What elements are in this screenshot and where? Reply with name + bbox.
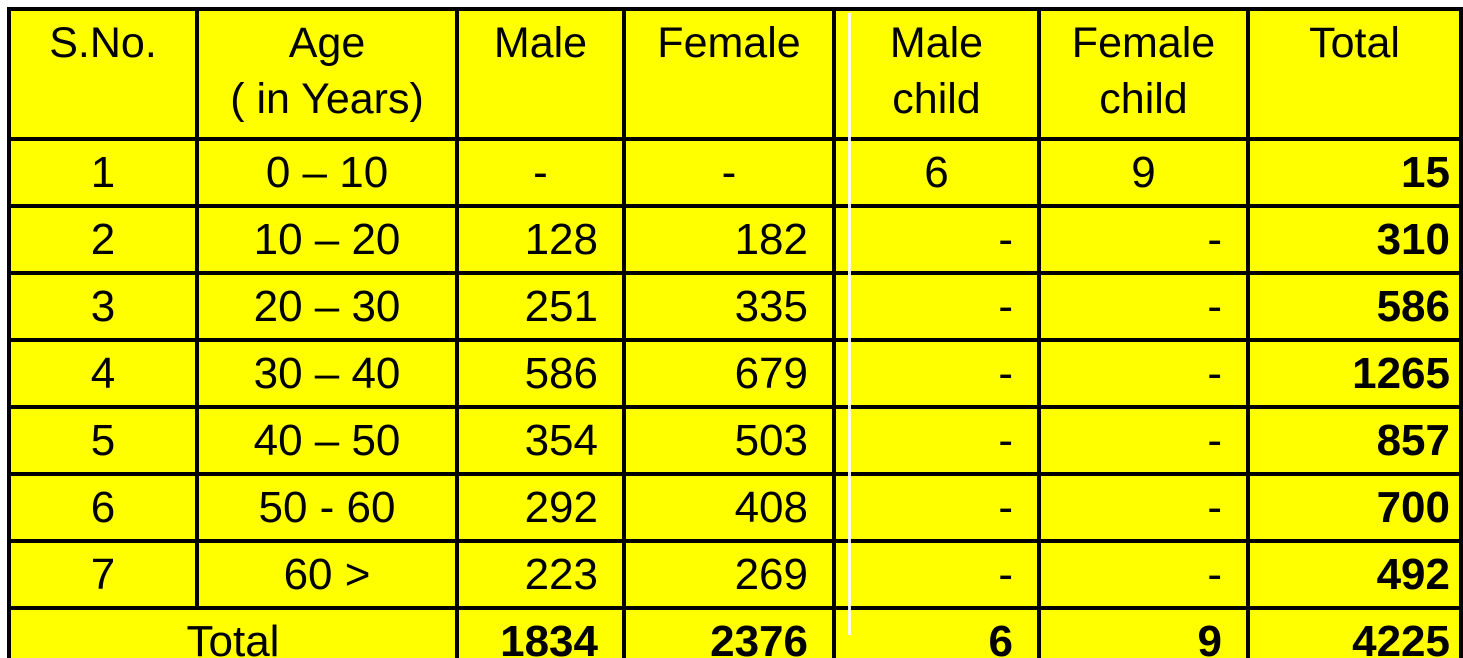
- table-row-7: 7 60 > 223 269 - - 492: [7, 539, 1463, 610]
- cell-total-female-child: 9: [1037, 606, 1250, 658]
- table-row-3: 3 20 – 30 251 335 - - 586: [7, 271, 1463, 342]
- cell-r7-male-child: -: [832, 539, 1041, 610]
- cell-r6-male-child: -: [832, 472, 1041, 543]
- cell-r7-female: 269: [622, 539, 836, 610]
- col-header-sno: S.No.: [7, 7, 199, 141]
- cell-r1-male-child: 6: [832, 137, 1041, 208]
- col-header-female-child-line2: child: [1099, 75, 1188, 123]
- cell-r4-age: 30 – 40: [195, 338, 459, 409]
- cell-r2-female-child: -: [1037, 204, 1250, 275]
- cell-r7-total: 492: [1246, 539, 1463, 610]
- col-header-age-line2: ( in Years): [230, 75, 424, 123]
- cell-total-label: Total: [7, 606, 459, 658]
- cell-r3-female: 335: [622, 271, 836, 342]
- col-header-male-child-line1: Male: [889, 19, 984, 67]
- age-distribution-table-wrap: S.No. Age ( in Years) Male Female Male c: [7, 7, 1463, 658]
- cell-r7-male: 223: [455, 539, 626, 610]
- cell-total-male: 1834: [455, 606, 626, 658]
- table-row-5: 5 40 – 50 354 503 - - 857: [7, 405, 1463, 476]
- cell-r1-female: -: [622, 137, 836, 208]
- cell-r6-total: 700: [1246, 472, 1463, 543]
- header-row: S.No. Age ( in Years) Male Female Male c: [7, 7, 1463, 141]
- cell-r2-total: 310: [1246, 204, 1463, 275]
- cell-r1-sno: 1: [7, 137, 199, 208]
- cell-r5-female-child: -: [1037, 405, 1250, 476]
- col-header-total-line1: Total: [1309, 19, 1400, 67]
- cell-r3-age: 20 – 30: [195, 271, 459, 342]
- cell-r4-male-child: -: [832, 338, 1041, 409]
- table-row-1: 1 0 – 10 - - 6 9 15: [7, 137, 1463, 208]
- col-header-male-line1: Male: [493, 19, 588, 67]
- cell-r4-female: 679: [622, 338, 836, 409]
- cell-r1-male: -: [455, 137, 626, 208]
- cell-r1-age: 0 – 10: [195, 137, 459, 208]
- cell-r5-sno: 5: [7, 405, 199, 476]
- table-row-4: 4 30 – 40 586 679 - - 1265: [7, 338, 1463, 409]
- cell-r2-female: 182: [622, 204, 836, 275]
- col-header-female-line1: Female: [657, 19, 801, 67]
- total-row: Total 1834 2376 6 9 4225: [7, 606, 1463, 658]
- cell-r6-age: 50 - 60: [195, 472, 459, 543]
- table-row-2: 2 10 – 20 128 182 - - 310: [7, 204, 1463, 275]
- cell-r3-female-child: -: [1037, 271, 1250, 342]
- cell-r5-total: 857: [1246, 405, 1463, 476]
- cell-r6-male: 292: [455, 472, 626, 543]
- cell-r5-male-child: -: [832, 405, 1041, 476]
- col-header-female: Female: [622, 7, 836, 141]
- cell-r4-total: 1265: [1246, 338, 1463, 409]
- cell-r4-female-child: -: [1037, 338, 1250, 409]
- col-header-male-child-line2: child: [892, 75, 981, 123]
- cell-total-female: 2376: [622, 606, 836, 658]
- col-header-age: Age ( in Years): [195, 7, 459, 141]
- cell-r3-sno: 3: [7, 271, 199, 342]
- cell-r6-female-child: -: [1037, 472, 1250, 543]
- cell-r2-age: 10 – 20: [195, 204, 459, 275]
- cell-r7-sno: 7: [7, 539, 199, 610]
- cell-r6-sno: 6: [7, 472, 199, 543]
- col-header-male: Male: [455, 7, 626, 141]
- col-header-total: Total: [1246, 7, 1463, 141]
- cell-r4-sno: 4: [7, 338, 199, 409]
- cell-r6-female: 408: [622, 472, 836, 543]
- cell-total-male-child: 6: [832, 606, 1041, 658]
- cell-r3-male: 251: [455, 271, 626, 342]
- cell-r4-male: 586: [455, 338, 626, 409]
- cell-r3-total: 586: [1246, 271, 1463, 342]
- cell-r7-female-child: -: [1037, 539, 1250, 610]
- cell-r2-male-child: -: [832, 204, 1041, 275]
- cell-r2-sno: 2: [7, 204, 199, 275]
- col-header-female-child: Female child: [1037, 7, 1250, 141]
- cell-r5-male: 354: [455, 405, 626, 476]
- col-header-female-child-line1: Female: [1071, 19, 1216, 67]
- cell-r2-male: 128: [455, 204, 626, 275]
- col-header-age-line1: Age: [288, 19, 366, 67]
- col-header-sno-line1: S.No.: [49, 19, 157, 67]
- col-header-male-child: Male child: [832, 7, 1041, 141]
- cell-r3-male-child: -: [832, 271, 1041, 342]
- table-row-6: 6 50 - 60 292 408 - - 700: [7, 472, 1463, 543]
- cell-r7-age: 60 >: [195, 539, 459, 610]
- cell-r5-age: 40 – 50: [195, 405, 459, 476]
- cell-total-grand: 4225: [1246, 606, 1463, 658]
- cell-r1-female-child: 9: [1037, 137, 1250, 208]
- cell-r1-total: 15: [1246, 137, 1463, 208]
- age-distribution-table: S.No. Age ( in Years) Male Female Male c: [7, 7, 1463, 658]
- cell-r5-female: 503: [622, 405, 836, 476]
